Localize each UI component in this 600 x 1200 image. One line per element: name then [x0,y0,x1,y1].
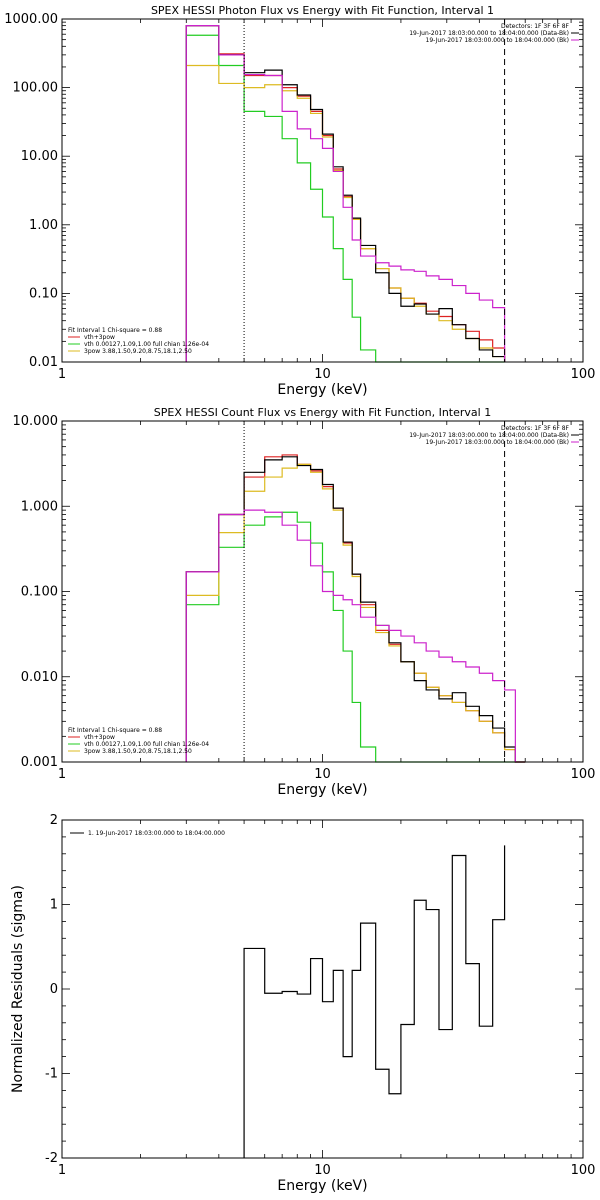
series-line-4 [185,25,506,362]
y-tick-label: 0.001 [21,755,58,770]
series-line-0 [185,454,526,763]
series-line-0 [243,845,506,1158]
photon-flux-panel: SPEX HESSI Photon Flux vs Energy with Fi… [4,4,596,398]
x-tick-label: 1 [58,367,66,382]
legend-entry: Detectors: 1F 3F 6F 8F [501,23,570,30]
legend-entry: 1. 19-Jun-2017 18:03:00.000 to 18:04:00.… [88,830,225,837]
x-tick-label: 10 [314,367,331,382]
series-line-3 [185,456,526,763]
series-line-4 [185,509,526,763]
legend-entry: Fit Interval 1 Chi-square = 0.88 [68,727,162,734]
y-tick-label: -2 [45,1151,58,1166]
y-tick-label: 10.000 [13,414,59,429]
legend-entry: 19-Jun-2017 18:03:00.000 to 18:04:00.000… [409,432,569,439]
plot-frame [61,819,584,1159]
series-line-1 [185,511,526,763]
chart-title: SPEX HESSI Count Flux vs Energy with Fit… [154,406,491,419]
plot-frame [61,420,584,763]
y-tick-label: 1.000 [21,499,58,514]
chart-title: SPEX HESSI Photon Flux vs Energy with Fi… [151,4,494,17]
y-tick-label: 1000.00 [4,12,58,27]
legend-entry: vth 0.00127,1.09,1.00 full chian 1.26e-0… [84,341,209,348]
x-tick-label: 10 [314,767,331,782]
series-line-2 [185,463,526,763]
x-tick-label: 100 [571,1163,596,1178]
x-tick-label: 1 [58,767,66,782]
legend-entry: 19-Jun-2017 18:03:00.000 to 18:04:00.000… [426,439,569,446]
y-tick-label: 0 [50,982,58,997]
x-tick-label: 1 [58,1163,66,1178]
series-line-2 [185,64,506,362]
legend-entry: Fit Interval 1 Chi-square = 0.88 [68,327,162,334]
y-tick-label: 0.01 [29,355,58,370]
y-tick-label: 1 [50,898,58,913]
x-axis-label: Energy (keV) [277,782,367,798]
legend-entry: 19-Jun-2017 18:03:00.000 to 18:04:00.000… [426,37,569,44]
y-tick-label: 1.00 [29,218,58,233]
y-tick-label: 10.00 [21,149,58,164]
plot-frame [61,18,584,363]
y-tick-label: 0.010 [21,670,58,685]
series-line-0 [185,25,506,362]
legend-entry: Detectors: 1F 3F 6F 8F [501,425,570,432]
y-tick-label: -1 [45,1067,58,1082]
x-tick-label: 10 [314,1163,331,1178]
series-line-1 [185,34,505,363]
legend-entry: 3pow 3.88,1.50,9.20,8.75,18.1,2.50 [84,348,192,355]
y-tick-label: 0.100 [21,585,58,600]
x-tick-label: 100 [571,767,596,782]
residuals-panel: 1 10 100 -2 -1 0 1 2 Energy (keV) Normalized Resi… [10,813,596,1194]
legend-entry: 19-Jun-2017 18:03:00.000 to 18:04:00.000… [409,30,569,37]
legend-entry: vth+3pow [84,334,115,341]
legend-entry: vth+3pow [84,734,115,741]
legend-entry: vth 0.00127,1.09,1.00 full chian 1.26e-0… [84,741,209,748]
legend-entry: 3pow 3.88,1.50,9.20,8.75,18.1,2.50 [84,748,192,755]
y-tick-label: 2 [50,813,58,828]
x-axis-label: Energy (keV) [277,1178,367,1194]
x-axis-label: Energy (keV) [277,382,367,398]
y-axis-label: Normalized Residuals (sigma) [10,885,26,1093]
y-tick-label: 100.00 [13,81,59,96]
x-tick-label: 100 [571,367,596,382]
y-tick-label: 0.10 [29,286,58,301]
series-line-3 [185,25,506,362]
count-flux-panel: SPEX HESSI Count Flux vs Energy with Fit… [13,406,596,798]
